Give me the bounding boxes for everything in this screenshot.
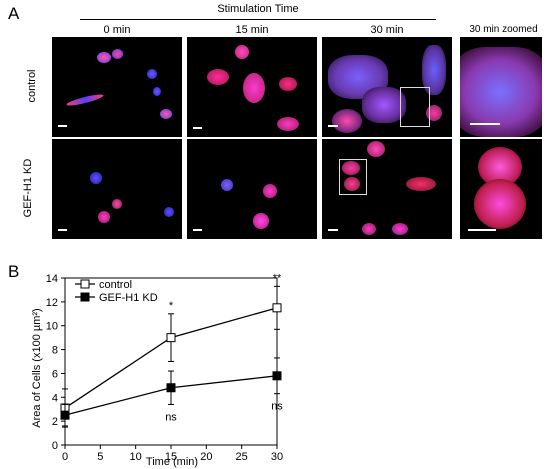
x-tick-label: 5 [97,451,103,463]
x-tick-label: 20 [200,451,212,463]
row-label-gef-h1-kd: GEF-H1 KD [22,158,34,218]
y-tick-label: 4 [52,392,58,404]
y-tick-label: 2 [52,416,58,428]
significance-annotation: ** [273,272,282,284]
col-header-30min-zoomed: 30 min zoomed [469,24,538,35]
scale-bar [58,125,67,127]
micrograph-control-30min-zoomed [460,37,542,137]
cell [112,49,123,59]
cell [362,223,376,235]
y-tick-label: 14 [46,273,58,285]
data-point-gef-h1-kd [166,383,176,393]
cell [474,179,526,229]
zoom-region-box [339,159,367,195]
x-tick-label: 15 [165,451,177,463]
cell [392,223,408,235]
cell [207,69,229,85]
cell [147,69,157,79]
x-axis-label: Time (min) [146,456,198,468]
y-tick-label: 12 [46,297,58,309]
cell [153,87,161,96]
cell [97,52,111,63]
micrograph-control-0min [52,37,182,137]
cell [277,117,299,131]
significance-annotation: * [169,300,174,312]
significance-annotation: ns [165,411,177,423]
y-tick-label: 10 [46,321,58,333]
micrograph-control-15min [187,37,317,137]
cell [235,45,249,59]
micrograph-kd-15min [187,139,317,239]
panel-a-label: A [8,4,20,23]
x-tick-label: 10 [130,451,142,463]
y-tick-label: 8 [52,345,58,357]
cell [342,161,360,175]
cell [344,177,360,191]
cell [221,179,233,191]
legend-label-control: control [99,279,132,291]
cell [65,92,105,108]
cell [90,172,102,184]
cell [98,211,110,223]
micrograph-control-30min [322,37,452,137]
cell [367,141,385,157]
cell [422,45,446,95]
scale-bar [193,229,202,231]
scale-bar [328,229,338,231]
col-header-30min: 30 min [370,24,404,36]
scale-bar [468,229,496,231]
data-point-control [272,303,282,313]
zoom-region-box [400,87,430,127]
cell [460,47,542,137]
cell [362,87,406,123]
y-tick-label: 6 [52,368,58,380]
micrograph-kd-0min [52,139,182,239]
panel-b-label: B [8,262,20,281]
data-point-control [166,333,176,343]
cell [263,184,277,198]
x-tick-label: 30 [271,451,283,463]
cell [243,73,265,103]
header-rule [80,19,436,20]
cell [112,199,122,209]
scale-bar [470,123,500,125]
legend-marker-gef-h1-kd [80,292,90,302]
col-header-0min: 0 min [103,24,131,36]
row-label-control: control [26,69,38,103]
cell [332,109,362,133]
y-axis-label: Area of Cells (x100 µm²) [31,308,43,427]
stimulation-time-header: Stimulation Time [217,3,299,15]
x-tick-label: 0 [62,451,68,463]
y-tick-label: 0 [52,440,58,452]
scale-bar [328,125,338,127]
scale-bar [193,127,202,129]
x-tick-label: 25 [236,451,248,463]
data-point-gef-h1-kd [272,371,282,381]
cell [279,77,297,91]
cell [160,109,172,119]
significance-annotation: ns [271,401,283,413]
legend-label-gef-h1-kd: GEF-H1 KD [99,292,158,304]
legend-marker-control [80,279,90,289]
cell [426,105,442,121]
scale-bar [58,229,67,231]
micrograph-kd-30min-zoomed [460,139,542,239]
cell [164,207,174,217]
cell [253,213,269,229]
cell [406,177,436,191]
col-header-15min: 15 min [235,24,269,36]
micrograph-kd-30min [322,139,452,239]
data-point-gef-h1-kd [60,410,70,420]
